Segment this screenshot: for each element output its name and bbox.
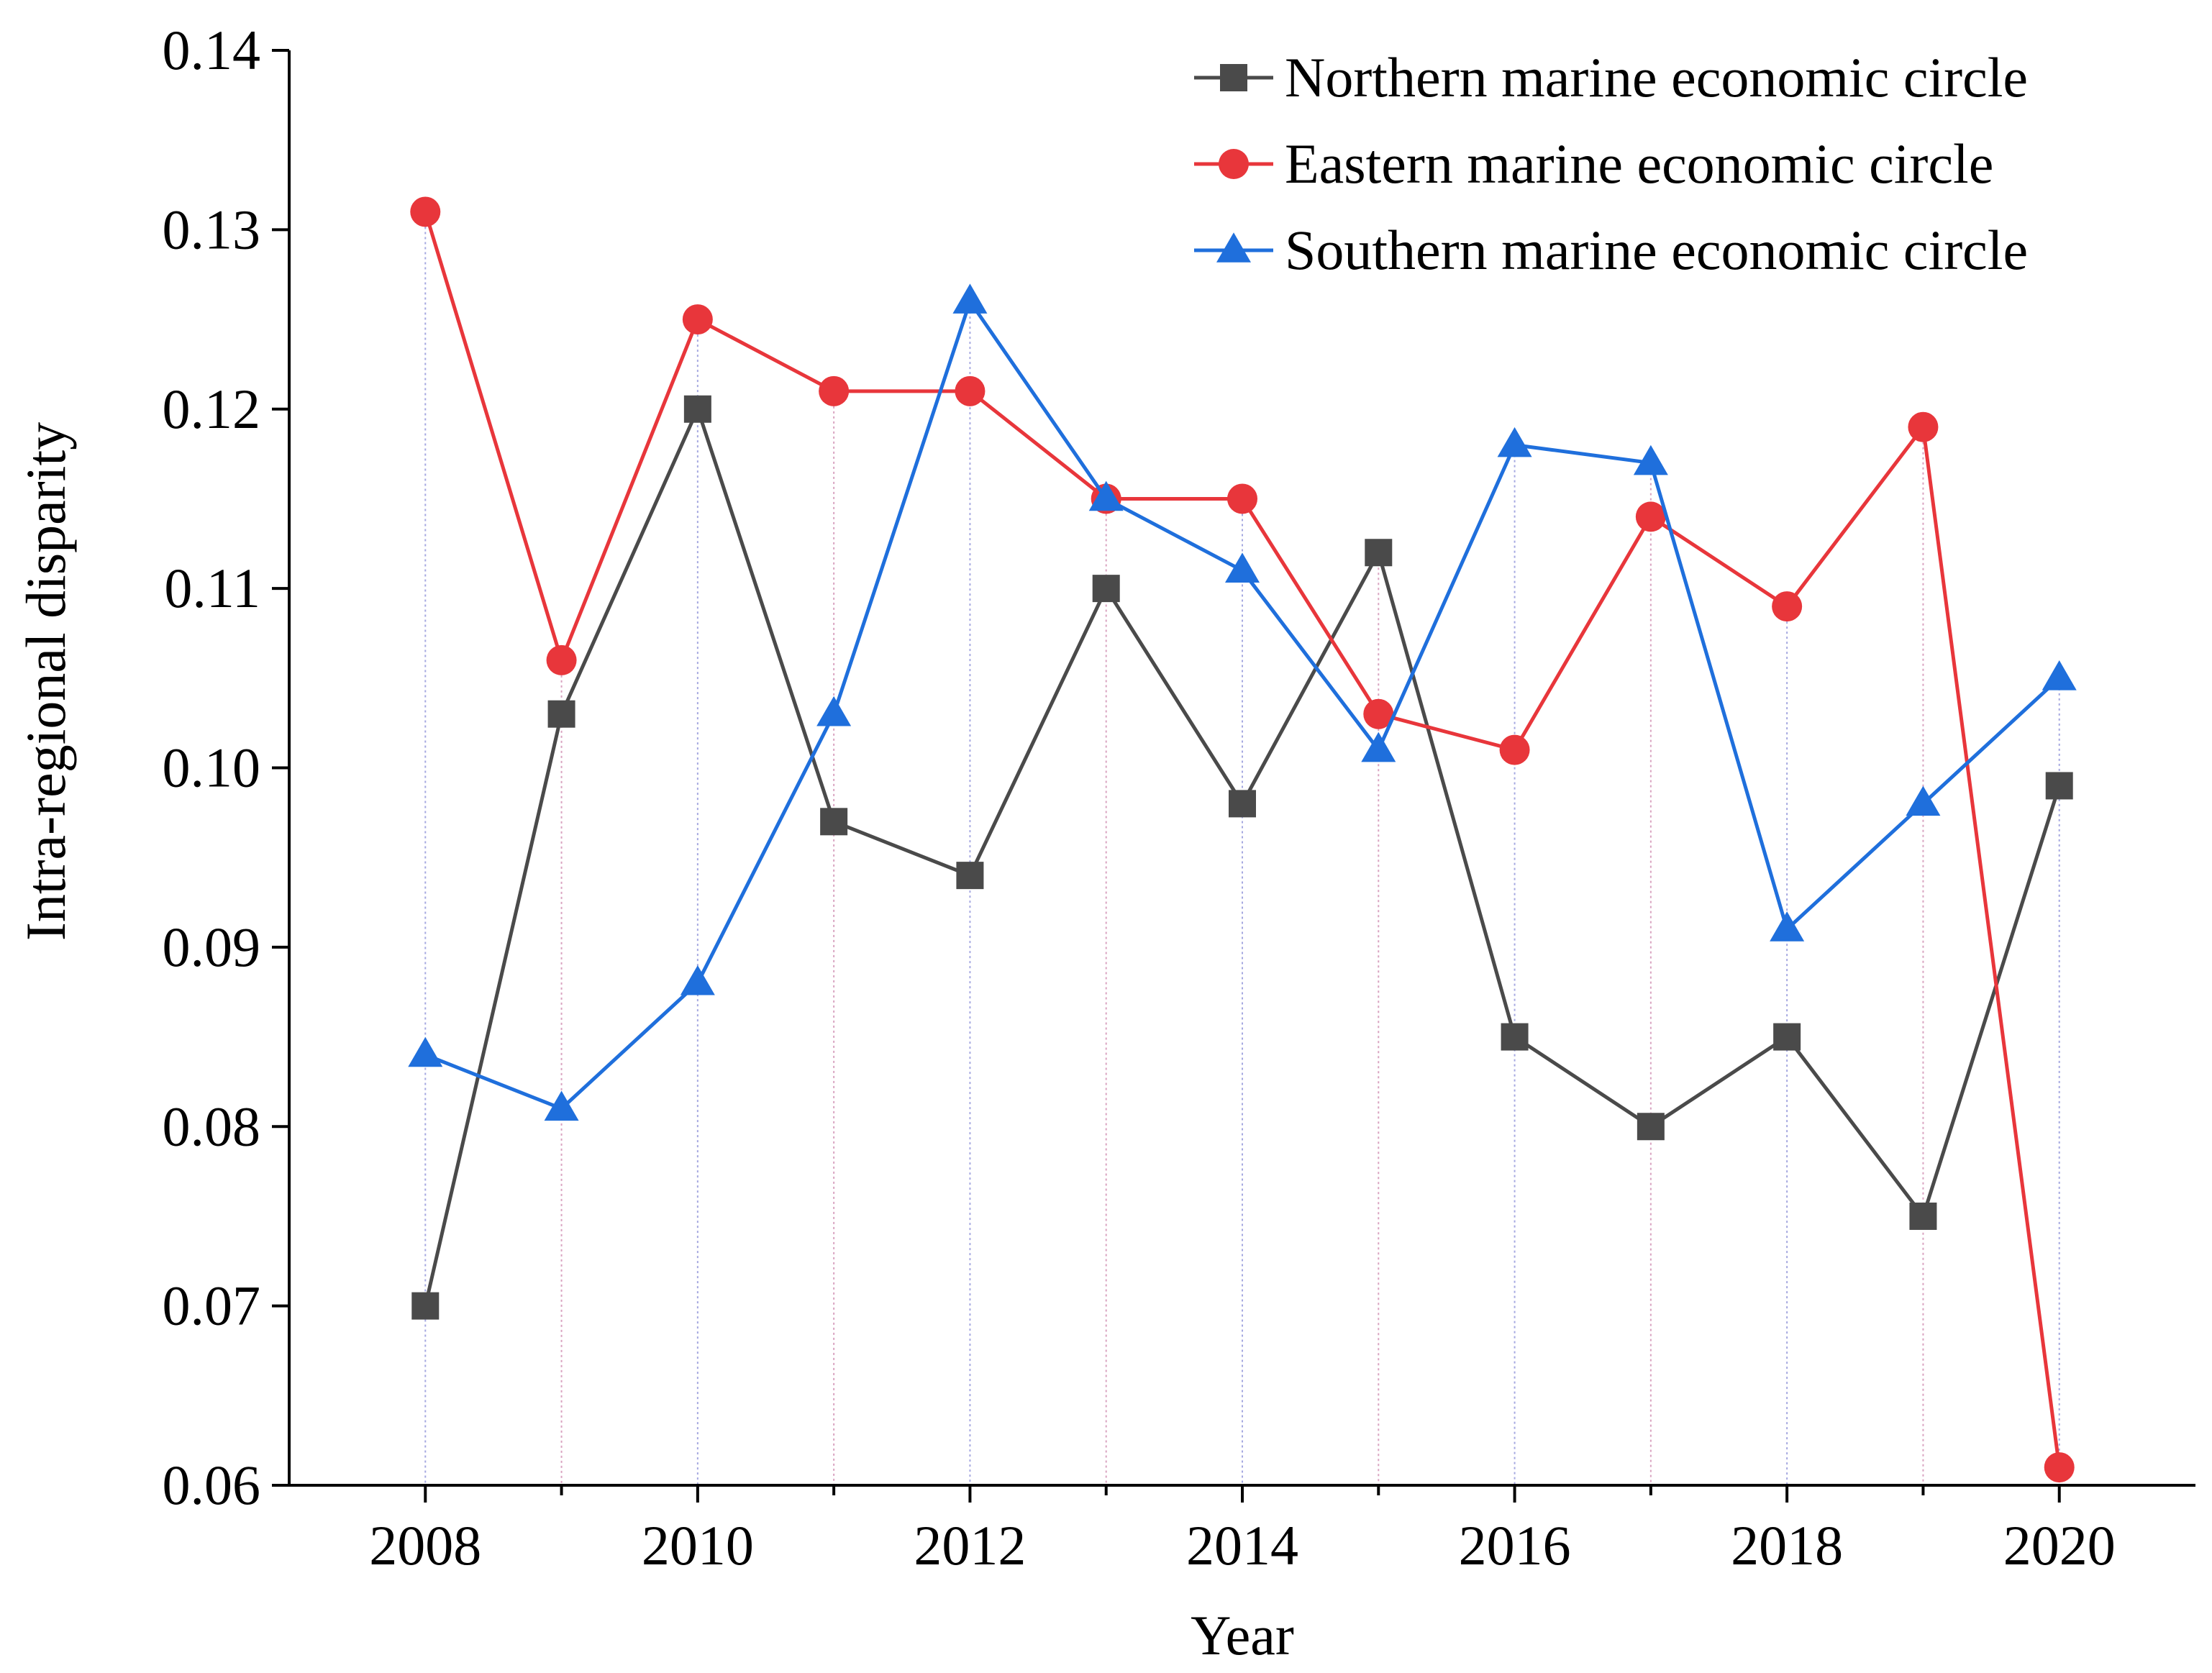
data-point-circle-2011 bbox=[819, 375, 850, 406]
y-tick-label: 0.10 bbox=[163, 737, 261, 799]
ticks: 0.06 0.07 0.08 0.09 0.10 0.11 0.12 0.13 0.14 2008… bbox=[163, 19, 2116, 1577]
data-point-square-2012 bbox=[956, 862, 984, 890]
legend-label: Eastern marine economic circle bbox=[1285, 132, 1993, 195]
data-point-circle-2020 bbox=[2044, 1452, 2075, 1483]
series-layer bbox=[408, 196, 2077, 1483]
data-point-circle-2017 bbox=[1635, 501, 1666, 532]
x-tick-label: 2010 bbox=[642, 1514, 754, 1577]
y-axis-title: Intra-regional disparity bbox=[14, 422, 77, 941]
y-tick-label: 0.09 bbox=[163, 916, 261, 978]
legend-entry-1: Northern marine economic circle bbox=[1194, 46, 2028, 109]
y-tick-label: 0.11 bbox=[164, 557, 260, 619]
x-tick-label: 2016 bbox=[1459, 1514, 1571, 1577]
legend-entry-3: Southern marine economic circle bbox=[1194, 219, 2028, 281]
y-tick-label: 0.13 bbox=[163, 198, 261, 260]
data-point-circle-2010 bbox=[682, 304, 713, 335]
data-point-triangle-2019 bbox=[1906, 785, 1941, 816]
legend-marker-circle bbox=[1219, 149, 1249, 179]
legend-entry-2: Eastern marine economic circle bbox=[1194, 132, 1993, 195]
data-point-triangle-2011 bbox=[816, 696, 852, 726]
legend-marker-triangle bbox=[1216, 232, 1251, 263]
x-tick-label: 2020 bbox=[2003, 1514, 2116, 1577]
data-point-triangle-2010 bbox=[680, 965, 715, 995]
data-point-circle-2008 bbox=[410, 196, 441, 227]
y-tick-label: 0.06 bbox=[163, 1454, 261, 1516]
data-point-circle-2018 bbox=[1772, 591, 1803, 622]
data-point-triangle-2017 bbox=[1633, 445, 1668, 475]
data-point-triangle-2013 bbox=[1088, 480, 1124, 511]
x-tick-label: 2012 bbox=[914, 1514, 1026, 1577]
legend-marker-square bbox=[1220, 64, 1247, 91]
data-point-triangle-2012 bbox=[952, 283, 988, 314]
data-point-triangle-2018 bbox=[1770, 911, 1805, 942]
data-point-square-2008 bbox=[411, 1292, 440, 1320]
x-tick-label: 2014 bbox=[1186, 1514, 1298, 1577]
data-point-square-2018 bbox=[1773, 1023, 1801, 1051]
data-point-circle-2019 bbox=[1908, 411, 1939, 442]
data-point-square-2015 bbox=[1365, 539, 1393, 567]
legend: Northern marine economic circle Eastern m… bbox=[1194, 46, 2028, 281]
data-point-square-2009 bbox=[547, 700, 575, 728]
data-point-triangle-2009 bbox=[544, 1090, 579, 1121]
data-point-square-2014 bbox=[1229, 790, 1256, 818]
data-point-square-2020 bbox=[2045, 772, 2073, 800]
data-point-circle-2012 bbox=[955, 375, 986, 406]
data-point-circle-2015 bbox=[1363, 698, 1394, 729]
series-1 bbox=[411, 395, 2073, 1320]
legend-label: Northern marine economic circle bbox=[1285, 46, 2028, 109]
y-tick-label: 0.14 bbox=[163, 19, 261, 81]
data-point-square-2016 bbox=[1501, 1023, 1529, 1051]
data-point-square-2013 bbox=[1092, 575, 1120, 603]
data-point-triangle-2016 bbox=[1497, 427, 1532, 457]
data-point-triangle-2008 bbox=[408, 1036, 443, 1067]
data-point-square-2011 bbox=[820, 808, 848, 836]
x-tick-label: 2008 bbox=[369, 1514, 481, 1577]
data-point-square-2019 bbox=[1909, 1202, 1937, 1230]
legend-label: Southern marine economic circle bbox=[1285, 219, 2028, 281]
series-line-2 bbox=[423, 211, 2062, 1468]
drop-lines bbox=[424, 211, 2060, 1485]
x-tick-label: 2018 bbox=[1731, 1514, 1843, 1577]
y-tick-label: 0.08 bbox=[163, 1095, 261, 1157]
x-axis-title: Year bbox=[1191, 1604, 1294, 1667]
data-point-square-2017 bbox=[1637, 1113, 1665, 1141]
data-point-square-2010 bbox=[683, 395, 711, 423]
data-point-circle-2014 bbox=[1227, 483, 1257, 514]
y-tick-label: 0.07 bbox=[163, 1275, 261, 1337]
data-point-circle-2009 bbox=[546, 644, 577, 675]
data-point-triangle-2015 bbox=[1361, 731, 1396, 762]
data-point-triangle-2020 bbox=[2042, 660, 2077, 690]
data-point-circle-2016 bbox=[1499, 734, 1530, 765]
data-point-triangle-2014 bbox=[1225, 552, 1260, 583]
series-3 bbox=[408, 283, 2077, 1121]
y-tick-label: 0.12 bbox=[163, 378, 261, 440]
